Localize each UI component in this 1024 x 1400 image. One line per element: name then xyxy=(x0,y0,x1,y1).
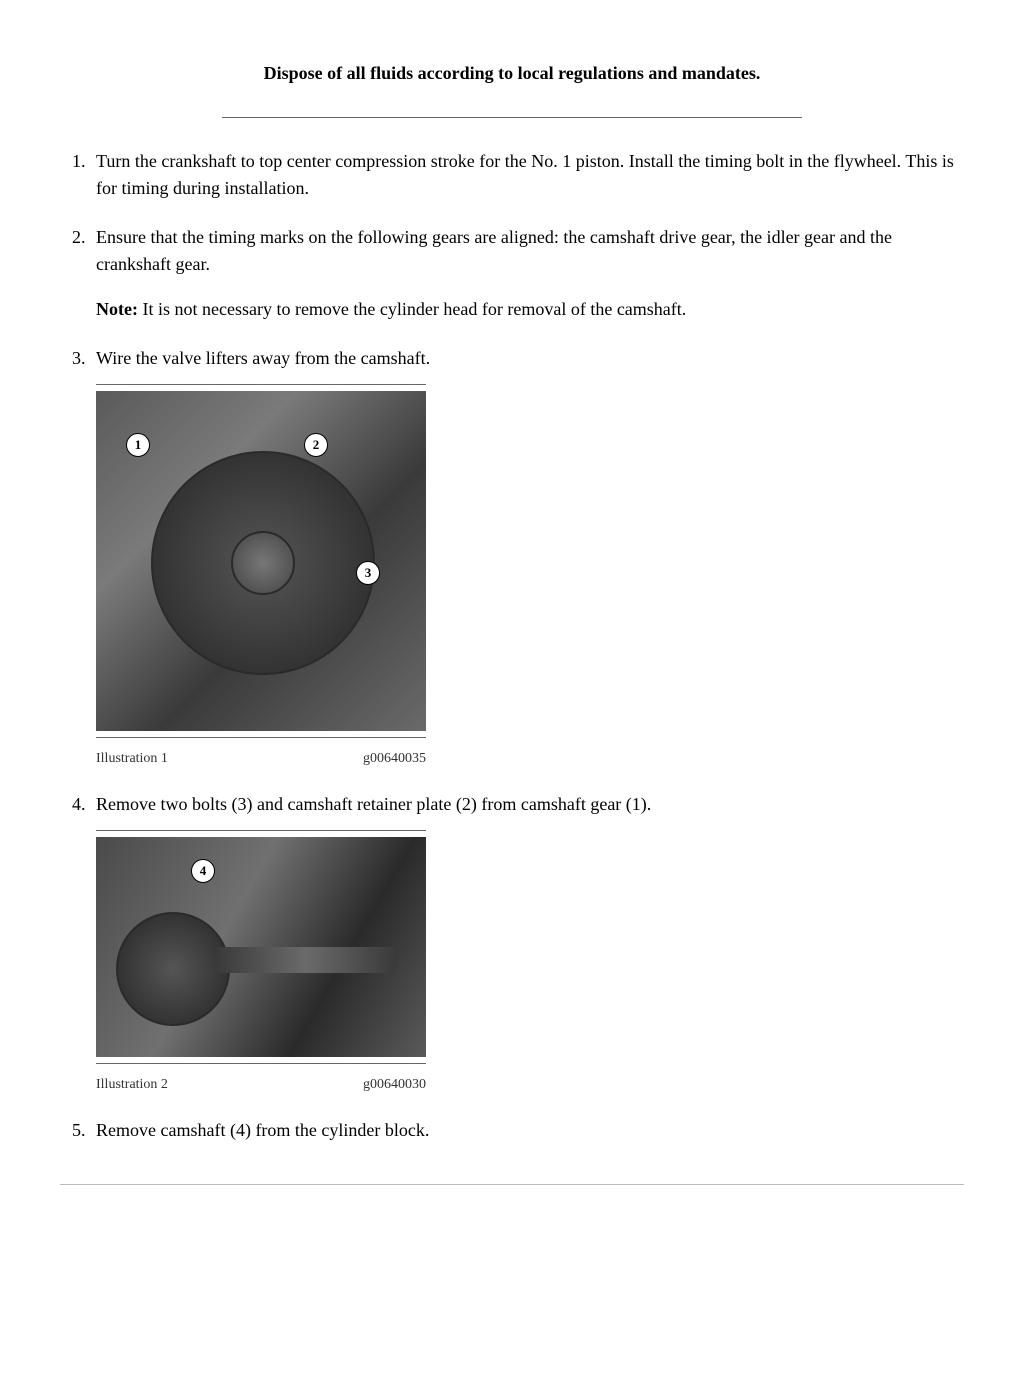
gear-shape-2 xyxy=(116,912,230,1026)
step-3-text: Wire the valve lifters away from the cam… xyxy=(96,348,430,368)
callout-1: 1 xyxy=(126,433,150,457)
note-text: It is not necessary to remove the cylind… xyxy=(138,299,686,319)
step-1-text: Turn the crankshaft to top center compre… xyxy=(96,151,954,198)
illustration-2-caption: Illustration 2 g00640030 xyxy=(96,1074,426,1095)
illustration-2-image: 4 xyxy=(96,837,426,1057)
callout-3: 3 xyxy=(356,561,380,585)
step-2-note: Note: It is not necessary to remove the … xyxy=(96,296,964,323)
illustration-2-code: g00640030 xyxy=(363,1074,426,1095)
figure-1-block: 1 2 3 Illustration 1 g00640035 xyxy=(96,384,964,769)
page-footer-rule xyxy=(60,1184,964,1185)
procedure-steps: Turn the crankshaft to top center compre… xyxy=(60,148,964,1144)
illustration-1-caption: Illustration 1 g00640035 xyxy=(96,748,426,769)
step-2-text: Ensure that the timing marks on the foll… xyxy=(96,227,892,274)
illustration-2-label: Illustration 2 xyxy=(96,1074,168,1095)
gear-hub-shape xyxy=(231,531,295,595)
illustration-1-code: g00640035 xyxy=(363,748,426,769)
fluid-disposal-warning: Dispose of all fluids according to local… xyxy=(172,60,852,87)
figure-2-block: 4 Illustration 2 g00640030 xyxy=(96,830,964,1095)
section-divider xyxy=(222,117,802,118)
figure-1-bottom-rule xyxy=(96,737,426,738)
note-label: Note: xyxy=(96,299,138,319)
step-5: Remove camshaft (4) from the cylinder bl… xyxy=(90,1117,964,1144)
figure-1-top-rule xyxy=(96,384,426,385)
camshaft-shape xyxy=(216,947,396,973)
step-4: Remove two bolts (3) and camshaft retain… xyxy=(90,791,964,1095)
step-1: Turn the crankshaft to top center compre… xyxy=(90,148,964,202)
step-3: Wire the valve lifters away from the cam… xyxy=(90,345,964,769)
step-2: Ensure that the timing marks on the foll… xyxy=(90,224,964,323)
step-4-text: Remove two bolts (3) and camshaft retain… xyxy=(96,794,651,814)
step-5-text: Remove camshaft (4) from the cylinder bl… xyxy=(96,1120,429,1140)
illustration-1-label: Illustration 1 xyxy=(96,748,168,769)
callout-4: 4 xyxy=(191,859,215,883)
figure-2-top-rule xyxy=(96,830,426,831)
figure-2-bottom-rule xyxy=(96,1063,426,1064)
illustration-1-image: 1 2 3 xyxy=(96,391,426,731)
callout-2: 2 xyxy=(304,433,328,457)
